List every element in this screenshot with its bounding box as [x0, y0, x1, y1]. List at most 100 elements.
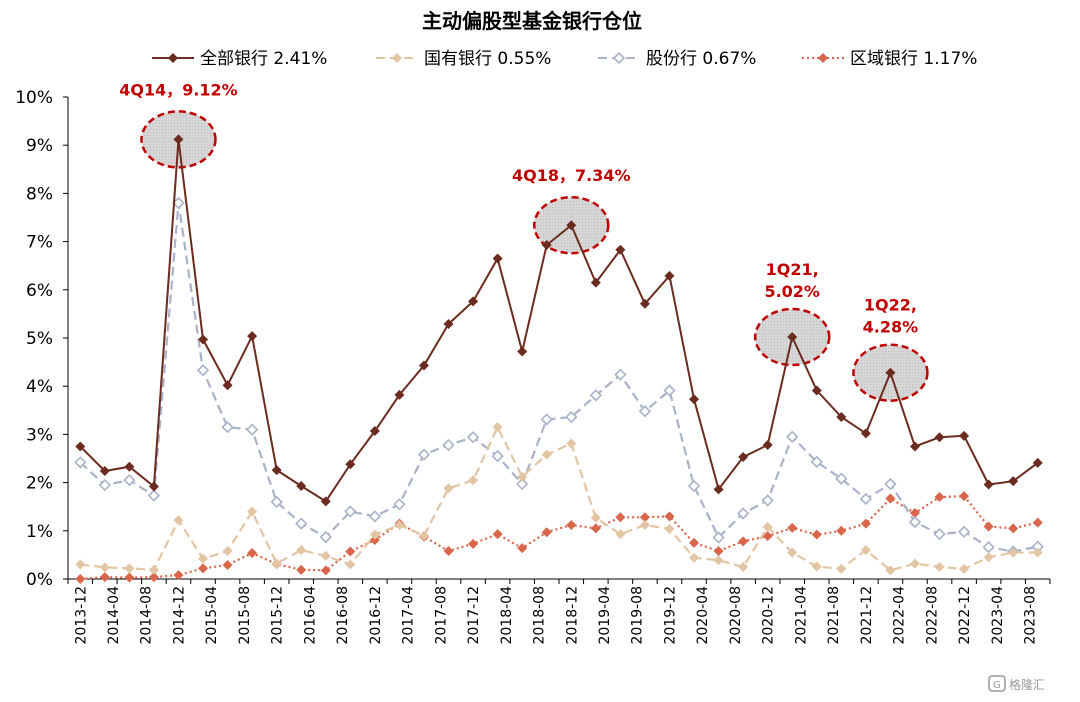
x-tick-label: 2021-04	[793, 586, 809, 645]
data-point	[884, 477, 897, 491]
x-tick-label: 2023-04	[990, 586, 1006, 645]
legend-marker	[168, 53, 178, 63]
data-point	[295, 517, 308, 530]
x-tick-label: 2017-12	[466, 586, 482, 645]
data-point	[270, 495, 283, 509]
y-tick-label: 1%	[26, 522, 53, 542]
data-point	[468, 475, 479, 486]
x-tick-label: 2022-04	[892, 586, 908, 645]
data-point	[639, 520, 650, 531]
data-point	[909, 558, 920, 569]
x-tick-label: 2017-04	[401, 586, 417, 645]
watermark: G 格隆汇	[988, 675, 1045, 692]
legend-marker	[392, 53, 402, 63]
data-point	[664, 523, 675, 534]
gelonghui-logo-icon	[988, 675, 1006, 692]
data-point	[247, 506, 258, 517]
data-point	[173, 134, 184, 145]
data-point	[173, 570, 184, 581]
data-point	[344, 505, 357, 518]
annotation-label: 4Q14，9.12%	[119, 80, 238, 99]
data-point	[713, 484, 724, 495]
series-区域银行	[75, 491, 1043, 584]
data-point	[320, 496, 331, 507]
x-tick-label: 2022-08	[924, 586, 940, 645]
data-point	[393, 498, 406, 511]
data-point	[738, 561, 749, 572]
data-point	[492, 253, 503, 264]
watermark-text: 格隆汇	[1009, 677, 1045, 692]
data-point	[222, 380, 233, 391]
annotation-label: 1Q22,	[864, 296, 917, 315]
data-point	[885, 493, 896, 504]
x-tick-label: 2020-08	[728, 586, 744, 645]
data-point	[1032, 547, 1043, 558]
data-point	[934, 492, 945, 503]
data-point	[99, 466, 110, 477]
data-point	[859, 492, 873, 506]
data-point	[565, 410, 578, 424]
svg-text:G: G	[993, 680, 1001, 691]
data-point	[786, 430, 799, 443]
data-point	[443, 483, 454, 494]
data-point	[417, 448, 431, 461]
data-point	[615, 512, 626, 523]
data-point	[247, 331, 258, 342]
data-point	[442, 438, 455, 452]
series-line	[79, 202, 1038, 553]
x-tick-label: 2016-04	[302, 586, 318, 645]
data-point	[245, 423, 259, 436]
y-tick-label: 4%	[26, 377, 53, 397]
data-point	[1008, 523, 1019, 534]
data-point	[418, 360, 429, 371]
series-国有银行	[75, 422, 1043, 576]
data-point	[394, 389, 405, 400]
x-tick-label: 2014-04	[106, 586, 122, 645]
data-point	[664, 270, 675, 281]
data-point	[541, 527, 552, 538]
data-point	[615, 244, 626, 255]
x-tick-label: 2018-12	[564, 586, 580, 645]
data-point	[173, 515, 184, 526]
data-point	[148, 481, 159, 492]
data-point	[983, 521, 994, 532]
data-point	[99, 572, 110, 583]
data-point	[811, 385, 822, 396]
x-tick-label: 2021-08	[826, 586, 842, 645]
legend-label: 区域银行 1.17%	[850, 49, 977, 69]
data-point	[540, 413, 553, 426]
data-point	[957, 525, 971, 538]
y-tick-label: 10%	[15, 88, 53, 108]
data-point	[517, 543, 528, 554]
data-point	[787, 547, 798, 558]
data-point	[123, 474, 136, 487]
data-point	[787, 332, 798, 343]
x-tick-label: 2015-08	[237, 586, 253, 645]
data-point	[761, 494, 774, 507]
data-point	[75, 559, 86, 570]
data-point	[320, 550, 331, 561]
data-point	[566, 438, 577, 449]
data-point	[762, 440, 773, 451]
x-tick-label: 2015-04	[204, 586, 220, 645]
data-point	[1008, 547, 1019, 558]
y-tick-label: 0%	[26, 570, 53, 590]
data-point	[221, 421, 234, 434]
data-point	[222, 560, 233, 571]
data-point	[566, 520, 577, 531]
y-tick-label: 3%	[26, 425, 53, 445]
data-point	[885, 565, 896, 576]
data-point	[835, 472, 848, 485]
data-point	[196, 364, 210, 377]
data-point	[663, 384, 676, 397]
data-point	[860, 545, 871, 556]
annotation-label: 5.02%	[764, 282, 820, 301]
x-tick-label: 2019-12	[662, 586, 678, 645]
data-point	[394, 520, 405, 531]
data-point	[836, 412, 847, 423]
data-point	[296, 480, 307, 491]
data-point	[934, 432, 945, 443]
data-point	[74, 456, 87, 469]
data-point	[271, 558, 282, 569]
